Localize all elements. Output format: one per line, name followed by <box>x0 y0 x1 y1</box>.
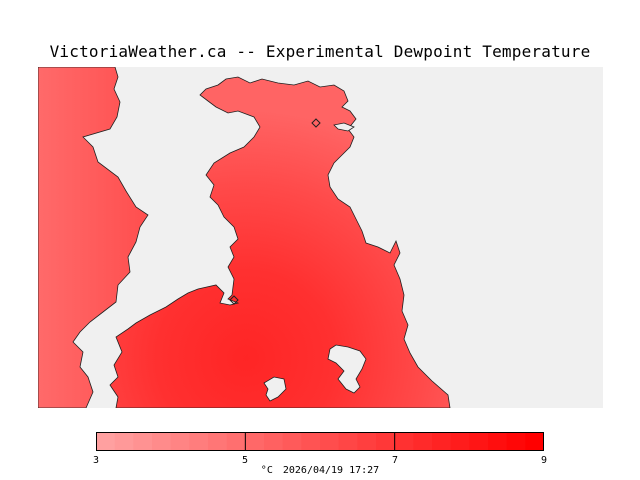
colorbar-tick-label: 7 <box>391 455 399 466</box>
colorbar-step <box>282 432 302 451</box>
colorbar-step <box>376 432 396 451</box>
colorbar-tick-label: 9 <box>540 455 548 466</box>
colorbar-tick-label: 5 <box>241 455 249 466</box>
lake-east <box>327 344 367 394</box>
map-panel <box>38 67 603 408</box>
colorbar-step <box>338 432 358 451</box>
dewpoint-map <box>38 67 451 408</box>
colorbar-step <box>245 432 265 451</box>
colorbar-step <box>114 432 134 451</box>
colorbar-step <box>432 432 452 451</box>
colorbar-step <box>413 432 433 451</box>
colorbar-step <box>189 432 209 451</box>
colorbar-step <box>357 432 377 451</box>
map-title: VictoriaWeather.ca -- Experimental Dewpo… <box>49 42 591 61</box>
colorbar-step <box>133 432 153 451</box>
landmass-west <box>38 67 149 408</box>
colorbar-step <box>170 432 190 451</box>
colorbar-border <box>96 432 544 451</box>
timestamp: 2026/04/19 17:27 <box>282 465 380 476</box>
colorbar-step <box>394 432 414 451</box>
unit-label: °C <box>260 465 273 476</box>
landmass-main <box>109 76 451 408</box>
colorbar-step <box>469 432 489 451</box>
colorbar-tick-label: 3 <box>92 455 100 466</box>
colorbar-step <box>208 432 228 451</box>
colorbar-step <box>525 432 544 451</box>
colorbar-step <box>488 432 508 451</box>
colorbar-step <box>320 432 340 451</box>
colorbar-step <box>506 432 526 451</box>
colorbar-step <box>450 432 470 451</box>
colorbar-step <box>264 432 284 451</box>
caption: °C 2026/04/19 17:27 <box>0 465 640 476</box>
diamond-marker-icon <box>311 118 321 128</box>
colorbar-step <box>301 432 321 451</box>
lake-south <box>263 376 287 402</box>
colorbar <box>96 432 544 451</box>
diamond-marker-icon <box>229 295 239 305</box>
colorbar-step <box>96 432 116 451</box>
inlet-north <box>333 122 355 132</box>
colorbar-step <box>226 432 246 451</box>
colorbar-step <box>152 432 172 451</box>
